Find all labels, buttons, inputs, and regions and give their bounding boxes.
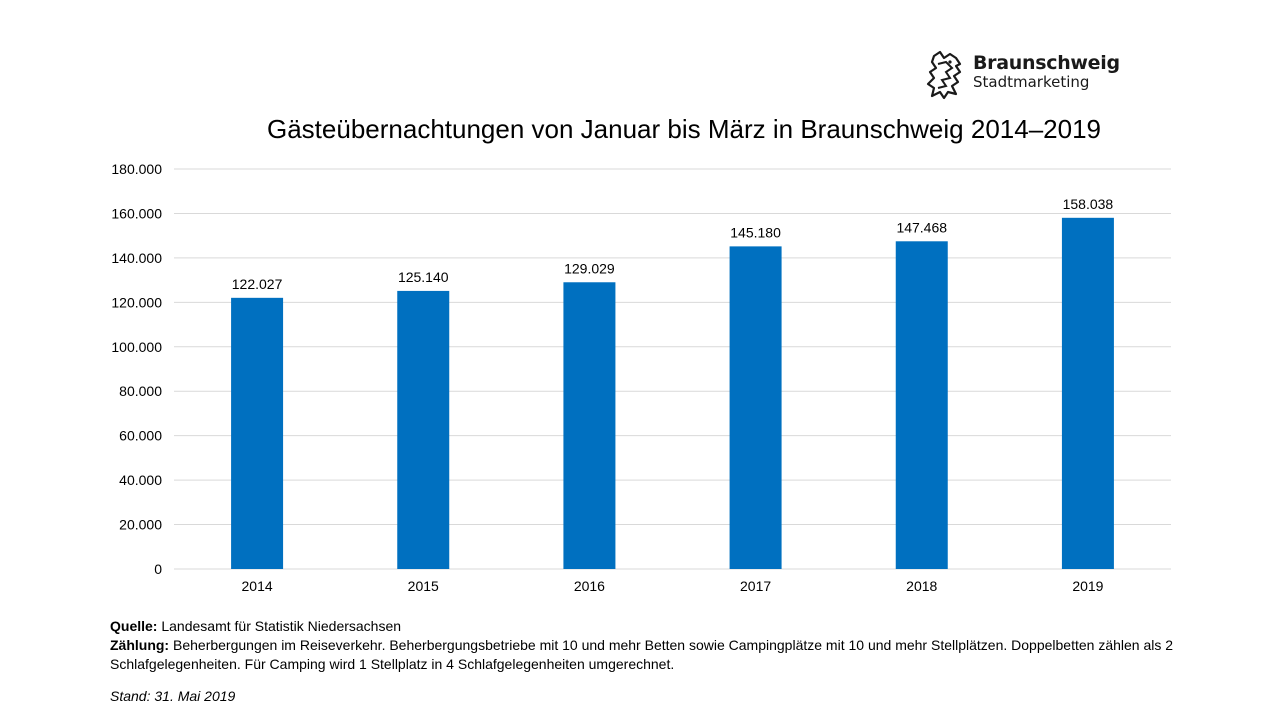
x-tick-label: 2016 [574,578,605,594]
chart-title: Gästeübernachtungen von Januar bis März … [267,114,1101,144]
count-line: Zählung: Beherbergungen im Reiseverkehr.… [110,636,1230,674]
data-label: 125.140 [398,269,449,285]
x-tick-label: 2014 [242,578,273,594]
count-label: Zählung: [110,637,170,653]
y-tick-label: 80.000 [119,383,162,399]
y-tick-label: 20.000 [119,517,162,533]
bar [895,241,948,569]
bar-chart: 0 20.000 40.000 60.000 80.000 100.000 120.000 1… [111,161,1171,594]
data-label: 129.029 [564,260,615,276]
y-tick-label: 0 [154,561,162,577]
y-tick-label: 180.000 [111,161,162,177]
bar [231,297,284,569]
data-label: 158.038 [1063,196,1114,212]
y-tick-label: 120.000 [111,294,162,310]
data-label: 122.027 [232,276,283,292]
count-text: Beherbergungen im Reiseverkehr. Beherber… [110,637,1174,672]
y-tick-label: 100.000 [111,339,162,355]
source-label: Quelle: [110,618,158,634]
x-tick-label: 2015 [408,578,439,594]
lion-icon [926,50,962,100]
data-label: 147.468 [896,219,947,235]
bar [1061,217,1114,569]
logo-brand: Braunschweig [973,52,1120,74]
x-tick-label: 2017 [740,578,771,594]
x-tick-label: 2019 [1072,578,1103,594]
bar [729,246,782,569]
bar [563,282,616,569]
y-tick-label: 40.000 [119,472,162,488]
y-tick-label: 140.000 [111,250,162,266]
source-line: Quelle: Landesamt für Statistik Niedersa… [110,617,1230,636]
source-text: Landesamt für Statistik Niedersachsen [157,618,402,634]
y-tick-label: 60.000 [119,428,162,444]
data-label: 145.180 [730,224,781,240]
chart-notes: Quelle: Landesamt für Statistik Niedersa… [110,617,1230,674]
logo: Braunschweig Stadtmarketing [926,50,1126,102]
x-tick-label: 2018 [906,578,937,594]
y-tick-label: 160.000 [111,205,162,221]
stand-date: Stand: 31. Mai 2019 [110,688,236,704]
bar [397,290,450,569]
logo-subtitle: Stadtmarketing [973,73,1090,91]
